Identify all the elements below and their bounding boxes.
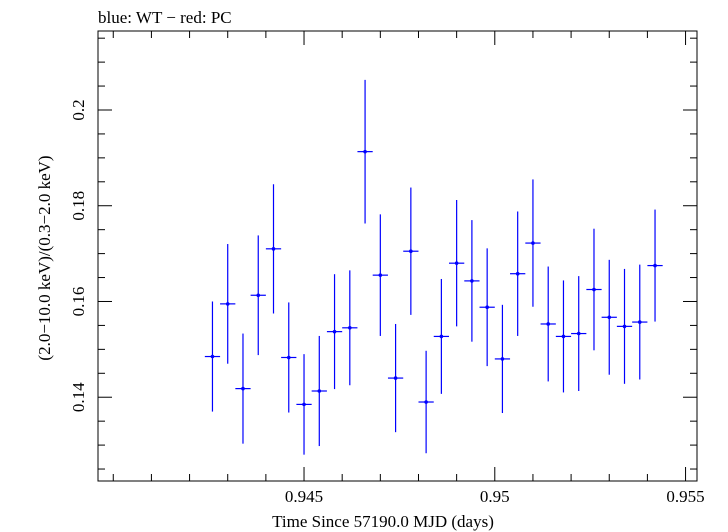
data-point (647, 209, 663, 322)
data-point (342, 270, 358, 386)
data-point (296, 354, 312, 455)
data-point (418, 350, 434, 454)
data-point (387, 323, 404, 433)
data-point (372, 214, 388, 336)
point-marker (225, 302, 230, 306)
y-axis-ticks: 0.14 0.16 0.18 0.2 (69, 37, 697, 470)
data-point (235, 333, 251, 444)
point-marker (348, 326, 352, 330)
point-marker (576, 331, 581, 336)
point-marker (546, 322, 551, 326)
data-point (220, 244, 236, 364)
point-marker (439, 334, 444, 339)
point-marker (271, 247, 276, 251)
data-point (632, 264, 648, 380)
data-point (464, 220, 480, 342)
point-marker (470, 279, 474, 283)
point-marker (317, 389, 322, 393)
point-marker (653, 263, 657, 268)
point-marker (393, 376, 398, 380)
data-point (510, 211, 526, 336)
data-point (204, 301, 221, 412)
point-marker (592, 287, 596, 292)
point-marker (561, 334, 566, 339)
data-point (357, 79, 373, 224)
data-point (555, 280, 572, 393)
data-point (525, 179, 541, 307)
x-axis-ticks: 0.945 0.95 0.955 (112, 31, 705, 506)
data-point (250, 235, 266, 356)
point-marker (210, 354, 215, 359)
data-point (311, 335, 327, 447)
point-marker (378, 273, 383, 277)
data-point (571, 276, 587, 391)
x-axis-label: Time Since 57190.0 MJD (days) (272, 512, 494, 531)
x-tick-label: 0.95 (480, 487, 510, 506)
point-marker (424, 400, 428, 404)
y-tick-label: 0.2 (69, 99, 88, 120)
data-point (403, 187, 419, 315)
point-marker (363, 149, 367, 154)
point-marker (531, 241, 535, 245)
data-point (616, 268, 633, 384)
data-point (449, 199, 465, 327)
data-point (601, 259, 617, 375)
point-marker (515, 271, 520, 276)
point-marker (637, 320, 642, 324)
y-axis-label: (2.0−10.0 keV)/(0.3−2.0 keV) (35, 155, 54, 360)
data-point (281, 302, 297, 413)
y-tick-label: 0.16 (69, 287, 88, 317)
data-point (494, 304, 511, 414)
point-marker (454, 261, 459, 265)
point-marker (302, 402, 306, 407)
point-marker (500, 357, 505, 361)
x-tick-label: 0.945 (285, 487, 323, 506)
x-tick-label: 0.955 (666, 487, 704, 506)
chart-title: blue: WT − red: PC (98, 8, 232, 27)
data-point (433, 278, 450, 394)
y-tick-label: 0.18 (69, 191, 88, 221)
data-point (586, 228, 602, 351)
point-marker (256, 293, 261, 298)
point-marker (286, 355, 291, 360)
data-points (204, 79, 663, 455)
point-marker (607, 315, 612, 320)
data-point (326, 274, 343, 390)
y-tick-label: 0.14 (69, 382, 88, 412)
point-marker (485, 305, 489, 310)
data-point (540, 266, 556, 382)
point-marker (241, 386, 245, 391)
point-marker (622, 324, 627, 329)
point-marker (332, 329, 337, 334)
point-marker (409, 249, 413, 254)
data-point (479, 248, 495, 367)
plot-frame (97, 30, 698, 482)
data-point (265, 184, 282, 314)
